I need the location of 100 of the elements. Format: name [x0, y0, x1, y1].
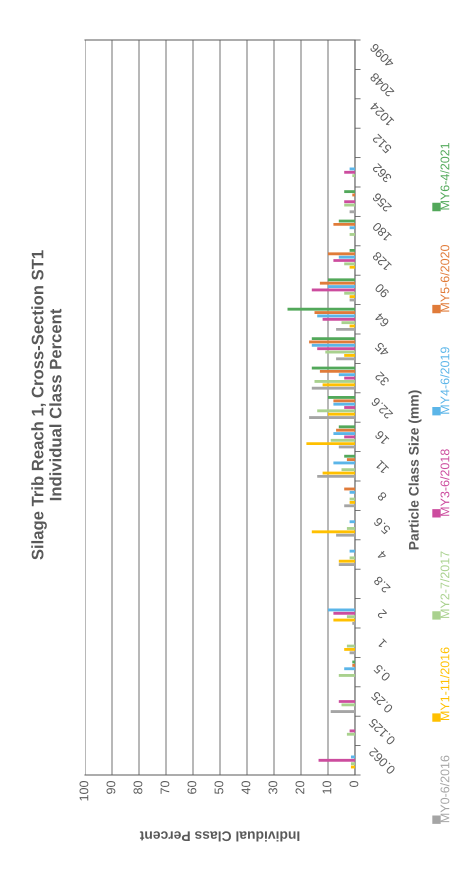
bar [338, 563, 355, 566]
bar [314, 311, 355, 314]
y-tick-label: 128 [372, 251, 392, 272]
bar [352, 660, 355, 664]
y-tick-label: 4 [376, 550, 388, 561]
bar [344, 262, 355, 266]
bar [350, 500, 355, 504]
bar [320, 370, 355, 373]
x-tick-label: 0 [350, 781, 358, 788]
y-tick-label: 64 [374, 312, 390, 328]
y-tick-label: 11 [374, 460, 389, 474]
bar [350, 490, 355, 494]
y-tick-label: 256 [372, 192, 392, 213]
y-tick-label: 90 [374, 282, 390, 298]
text: MY4-6/2019 [440, 347, 450, 414]
bar [350, 498, 355, 500]
bar [350, 729, 355, 732]
bar [344, 190, 355, 194]
bar [342, 468, 355, 472]
y-tick-label: 2.8 [373, 576, 391, 594]
bar [346, 615, 355, 618]
text: MY0-6/2016 [440, 756, 450, 822]
bar [350, 556, 355, 560]
bar [322, 472, 355, 474]
bar [342, 703, 355, 706]
bar [317, 314, 355, 318]
bar [312, 288, 355, 292]
bar [312, 344, 355, 347]
bar [342, 321, 355, 324]
bar [330, 710, 355, 714]
bar [338, 446, 355, 448]
x-tick-label: 50 [214, 781, 224, 794]
bar [333, 618, 355, 622]
bar [333, 432, 355, 435]
bar [350, 762, 355, 766]
bar [314, 380, 355, 383]
y-tick-label: 16 [374, 430, 390, 446]
bar [344, 406, 355, 409]
bar [350, 168, 355, 170]
x-tick-label: 30 [268, 781, 278, 794]
bar [312, 337, 355, 340]
y-tick-label: 2 [376, 609, 388, 620]
bar [328, 285, 355, 288]
bar [352, 664, 355, 667]
y-tick-label: 0.25 [370, 690, 394, 714]
bar [352, 622, 355, 625]
x-tick-label: 10 [322, 781, 332, 794]
text: MY3-6/2018 [440, 449, 450, 516]
bar [336, 328, 355, 331]
x-tick-label: 100 [80, 781, 88, 800]
y-tick-label: 32 [374, 371, 390, 387]
bar [344, 488, 355, 490]
x-tick-label: 90 [106, 781, 116, 794]
y-tick-label: 1 [376, 638, 387, 648]
y-tick-label: 22.6 [370, 396, 394, 420]
bar [333, 222, 355, 226]
bar [352, 194, 355, 196]
bar [333, 402, 355, 406]
x-tick-label: 60 [188, 781, 196, 794]
bar [325, 350, 355, 354]
bar [352, 174, 355, 178]
bar [309, 416, 355, 420]
bar [317, 409, 355, 412]
bar [350, 248, 355, 252]
text: Silage Trib Reach 1, Cross-Section ST1 Individual Class Percent [31, 250, 62, 560]
bar [338, 220, 355, 222]
bar [338, 256, 355, 259]
text: MY6-4/2021 [440, 143, 450, 210]
bar [350, 756, 355, 758]
y-tick-label: 45 [374, 342, 390, 358]
y-tick-label: 180 [372, 222, 392, 242]
y-tick-label: 362 [372, 162, 392, 184]
bar [333, 259, 355, 262]
bar [328, 396, 355, 399]
bar [350, 233, 355, 236]
text: MY5-6/2020 [440, 245, 450, 312]
bar [346, 458, 355, 462]
bar [344, 204, 355, 206]
y-tick-label: 512 [372, 134, 392, 154]
bar [344, 354, 355, 357]
bar [350, 324, 355, 328]
bar [338, 700, 355, 703]
bar [346, 644, 355, 648]
text: MY2-7/2017 [440, 551, 450, 618]
bar [344, 435, 355, 438]
x-tick-label: 40 [242, 781, 250, 794]
bar [338, 674, 355, 677]
x-tick-label: 20 [296, 781, 304, 794]
y-tick-label: 5.6 [373, 516, 391, 535]
text: MY1-11/2016 [440, 647, 450, 720]
y-tick-label: 0.5 [373, 664, 391, 682]
bar [346, 527, 355, 530]
bar [317, 474, 355, 478]
bar [350, 550, 355, 553]
y-tick-label: 8 [376, 491, 388, 502]
bar [312, 366, 355, 370]
y-axis-title: Particle Class Size (mm) [408, 390, 422, 550]
bar [344, 648, 355, 651]
x-tick-label: 70 [160, 781, 170, 794]
bar [333, 462, 355, 464]
